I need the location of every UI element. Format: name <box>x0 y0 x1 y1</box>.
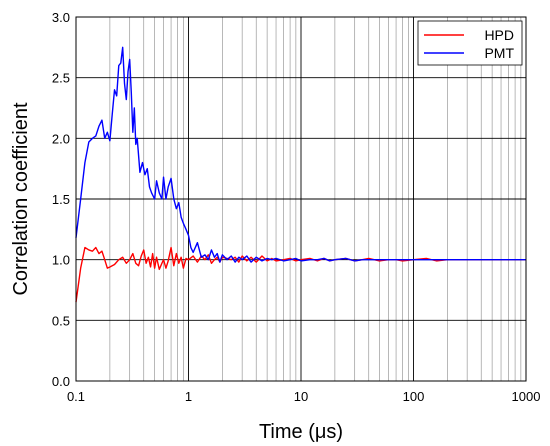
ticks: 0.1 1 10 100 1000 0.0 0.5 1.0 1.5 2.0 2.5 3.0 <box>52 10 541 404</box>
y-tick-label: 1.0 <box>52 253 70 268</box>
series-layer <box>75 46 526 303</box>
x-tick-label: 0.1 <box>67 389 85 404</box>
legend-label-hpd: HPD <box>484 27 514 43</box>
x-axis-title: Time (μs) <box>259 421 343 443</box>
x-tick-label: 10 <box>294 389 308 404</box>
y-axis-title: Correlation coefficient <box>10 102 32 296</box>
y-tick-label: 0.5 <box>52 313 70 328</box>
grid <box>76 17 526 381</box>
legend-box <box>417 20 523 66</box>
y-tick-label: 3.0 <box>52 10 70 25</box>
y-tick-label: 2.5 <box>52 71 70 86</box>
y-tick-label: 0.0 <box>52 374 70 389</box>
x-tick-label: 1 <box>185 389 192 404</box>
legend: HPD PMT <box>417 20 523 66</box>
y-tick-label: 1.5 <box>52 192 70 207</box>
plot-frame <box>75 16 527 382</box>
x-tick-label: 1000 <box>512 389 541 404</box>
x-tick-label: 100 <box>403 389 425 404</box>
legend-label-pmt: PMT <box>484 45 514 61</box>
y-tick-label: 2.0 <box>52 131 70 146</box>
series-line-pmt <box>75 46 526 263</box>
